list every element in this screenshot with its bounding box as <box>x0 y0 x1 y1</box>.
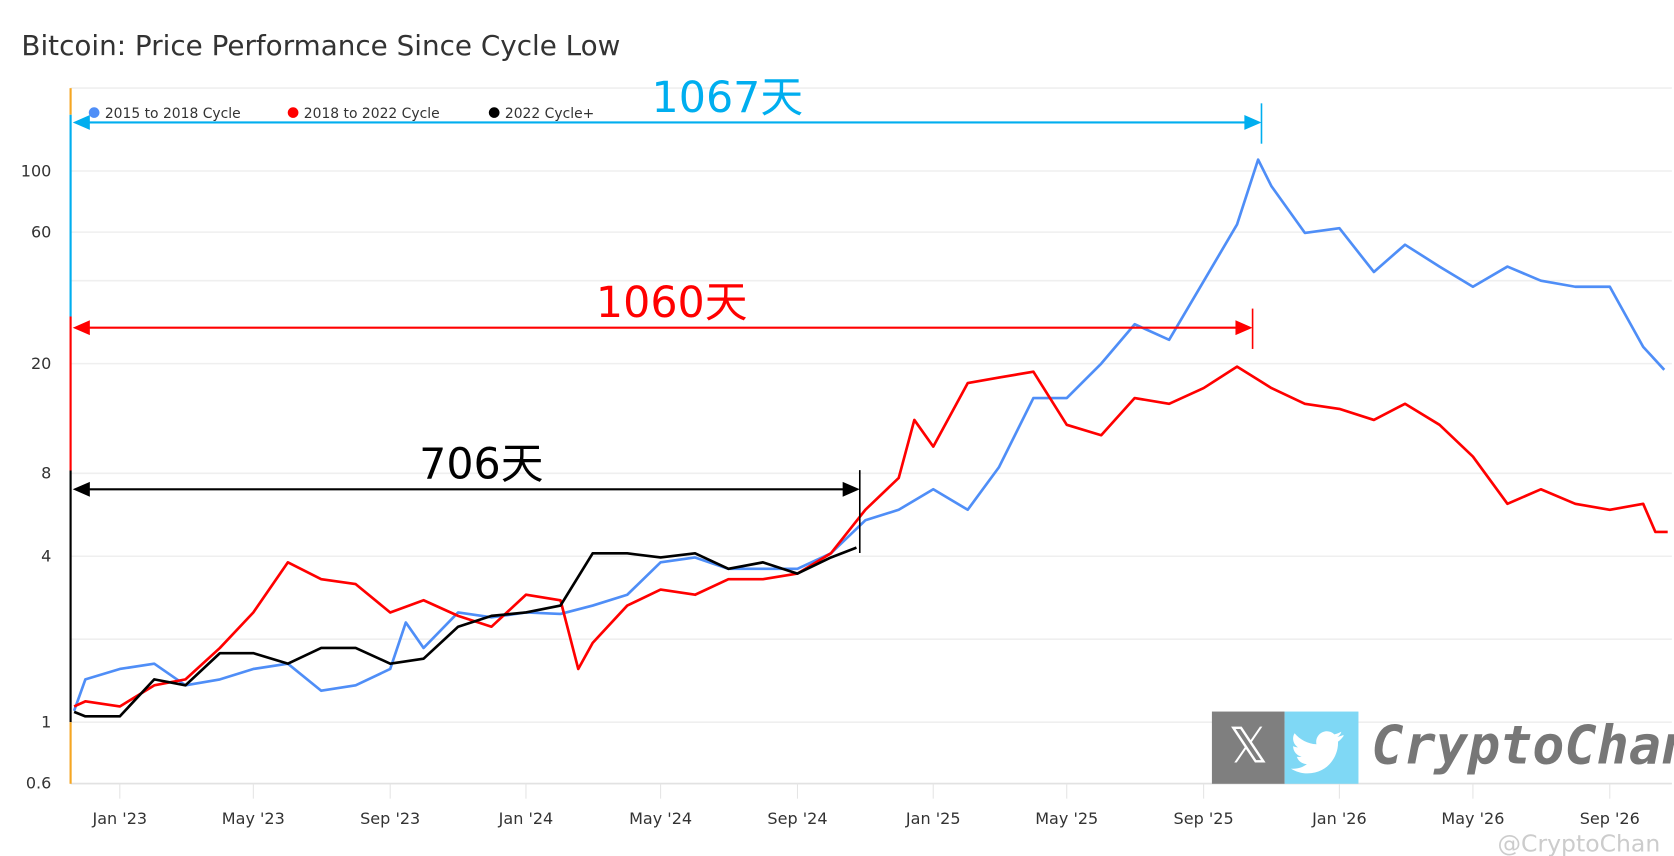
y-tick-label: 60 <box>31 222 51 241</box>
annotation-label: 1060天 <box>596 278 748 328</box>
watermark: 𝕏 CryptoChan @CryptoChan <box>1211 711 1674 856</box>
x-tick-label: May '24 <box>629 809 692 828</box>
x-tick-label: Sep '24 <box>767 809 827 828</box>
x-tick-label: May '26 <box>1441 809 1504 828</box>
x-axis: Jan '23 May '23 Sep '23 Jan '24 May '24 Sep '… <box>70 783 1672 828</box>
y-tick-label: 1 <box>41 713 51 732</box>
annotation-label: 706天 <box>419 440 543 490</box>
x-tick-label: Jan '26 <box>1311 809 1367 828</box>
legend-label: 2018 to 2022 Cycle <box>304 106 440 122</box>
x-logo-icon: 𝕏 <box>1228 717 1268 775</box>
x-logo-box <box>1211 711 1285 784</box>
legend-marker <box>488 107 500 118</box>
watermark-handle: @CryptoChan <box>1498 830 1661 856</box>
watermark-brand: CryptoChan <box>1371 715 1674 777</box>
y-tick-label: 0.6 <box>26 774 51 793</box>
annotations: 1067天 1060天 706天 <box>72 73 1263 553</box>
series-line-1 <box>73 365 1668 708</box>
chart-title: Bitcoin: Price Performance Since Cycle L… <box>21 29 620 62</box>
x-tick-label: Sep '26 <box>1580 809 1640 828</box>
x-tick-label: Jan '24 <box>498 809 554 828</box>
twitter-bird-icon <box>1290 731 1344 774</box>
y-tick-label: 20 <box>31 354 51 373</box>
arrow-head-left <box>72 115 90 130</box>
annotation-label: 1067天 <box>652 73 804 123</box>
legend-marker <box>88 107 100 118</box>
y-tick-label: 4 <box>41 547 51 566</box>
x-tick-label: Sep '23 <box>360 809 420 828</box>
y-tick-label: 100 <box>21 161 52 180</box>
legend-label: 2022 Cycle+ <box>505 106 594 122</box>
x-tick-label: Jan '25 <box>905 809 961 828</box>
series-line-2 <box>73 546 857 718</box>
x-tick-label: May '23 <box>222 809 285 828</box>
x-tick-label: Sep '25 <box>1174 809 1234 828</box>
arrow-head-left <box>72 320 90 336</box>
arrow-head-right <box>1244 115 1262 130</box>
y-axis: 0.6 1 4 8 20 60 100 <box>21 161 52 792</box>
arrow-head-left <box>72 481 90 497</box>
gridlines <box>70 87 1672 785</box>
series-lines <box>72 158 1668 718</box>
arrow-head-right <box>842 481 860 497</box>
x-tick-label: Jan '23 <box>91 809 147 828</box>
y-tick-label: 8 <box>41 464 51 483</box>
x-tick-label: May '25 <box>1035 809 1098 828</box>
legend: 2015 to 2018 Cycle 2018 to 2022 Cycle 2022… <box>88 106 594 122</box>
series-line-0 <box>72 158 1666 712</box>
legend-marker <box>287 107 299 118</box>
arrow-head-right <box>1235 320 1253 336</box>
legend-label: 2015 to 2018 Cycle <box>105 106 241 122</box>
